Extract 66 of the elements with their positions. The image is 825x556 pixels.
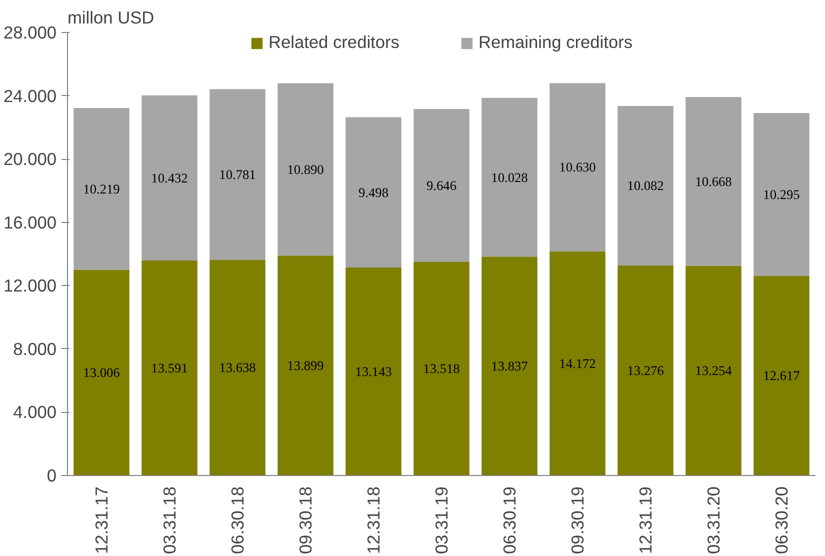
x-tick-label: 03.31.19 (432, 486, 452, 554)
bar (142, 95, 198, 260)
x-tick-label: 06.30.20 (772, 486, 792, 554)
x-tick-label: 06.30.19 (500, 486, 520, 554)
bar (686, 266, 742, 476)
bar (754, 113, 810, 276)
data-label: 13.276 (627, 362, 664, 378)
bar (550, 83, 606, 252)
data-label: 13.899 (287, 358, 324, 374)
data-label: 13.254 (695, 363, 732, 378)
data-label: 13.518 (423, 361, 460, 376)
data-label: 10.890 (287, 162, 324, 177)
data-label: 10.630 (559, 160, 596, 175)
y-tick-label: 4.000 (13, 402, 57, 422)
x-tick-label: 03.31.18 (160, 486, 180, 554)
data-label: 9.646 (426, 178, 457, 193)
data-label: 13.143 (355, 364, 392, 380)
bar (346, 117, 402, 268)
x-tick-label: 12.31.19 (636, 486, 656, 554)
bar (278, 83, 334, 256)
y-tick-label: 12.000 (4, 276, 56, 296)
bar (414, 109, 470, 262)
data-label: 13.591 (151, 360, 188, 376)
data-label: 13.638 (219, 360, 256, 376)
bar (210, 89, 266, 260)
bar (346, 268, 402, 476)
y-tick-label: 8.000 (13, 338, 57, 359)
data-label: 13.837 (491, 358, 528, 374)
data-label: 10.668 (695, 174, 732, 189)
bar (482, 256, 538, 476)
y-tick-label: 24.000 (4, 86, 56, 106)
bar (278, 256, 334, 476)
data-label: 10.082 (627, 178, 664, 194)
y-tick-label: 20.000 (4, 149, 56, 170)
data-label: 10.432 (151, 170, 188, 186)
y-tick-label: 16.000 (4, 212, 56, 232)
x-tick-label: 06.30.18 (228, 486, 248, 554)
data-label: 9.498 (358, 184, 389, 200)
bar (482, 98, 538, 257)
data-label: 10.781 (219, 166, 256, 182)
y-axis-title: millon USD (68, 8, 154, 28)
bar (618, 265, 674, 476)
bar (142, 260, 198, 476)
legend-label: Related creditors (268, 32, 400, 53)
x-tick-label: 12.31.17 (92, 486, 112, 554)
data-label: 12.617 (763, 368, 800, 384)
x-tick-label: 03.31.20 (704, 486, 724, 554)
x-tick-label: 09.30.19 (568, 486, 588, 554)
legend-label: Remaining creditors (478, 32, 633, 53)
bar (618, 106, 674, 266)
data-label: 10.028 (491, 170, 528, 185)
bar (754, 276, 810, 476)
y-tick-label: 28.000 (4, 22, 56, 42)
data-label: 10.295 (763, 186, 800, 202)
y-tick-label: 0 (46, 466, 57, 486)
bar (550, 251, 606, 476)
bar (210, 260, 266, 476)
bar (74, 108, 130, 270)
data-label: 13.006 (83, 365, 120, 380)
bar (686, 97, 742, 266)
data-label: 10.219 (83, 181, 120, 196)
x-tick-label: 12.31.18 (364, 486, 384, 554)
bar (74, 270, 130, 476)
x-tick-label: 09.30.18 (296, 486, 316, 554)
bar (414, 262, 470, 476)
data-label: 14.172 (559, 356, 596, 371)
